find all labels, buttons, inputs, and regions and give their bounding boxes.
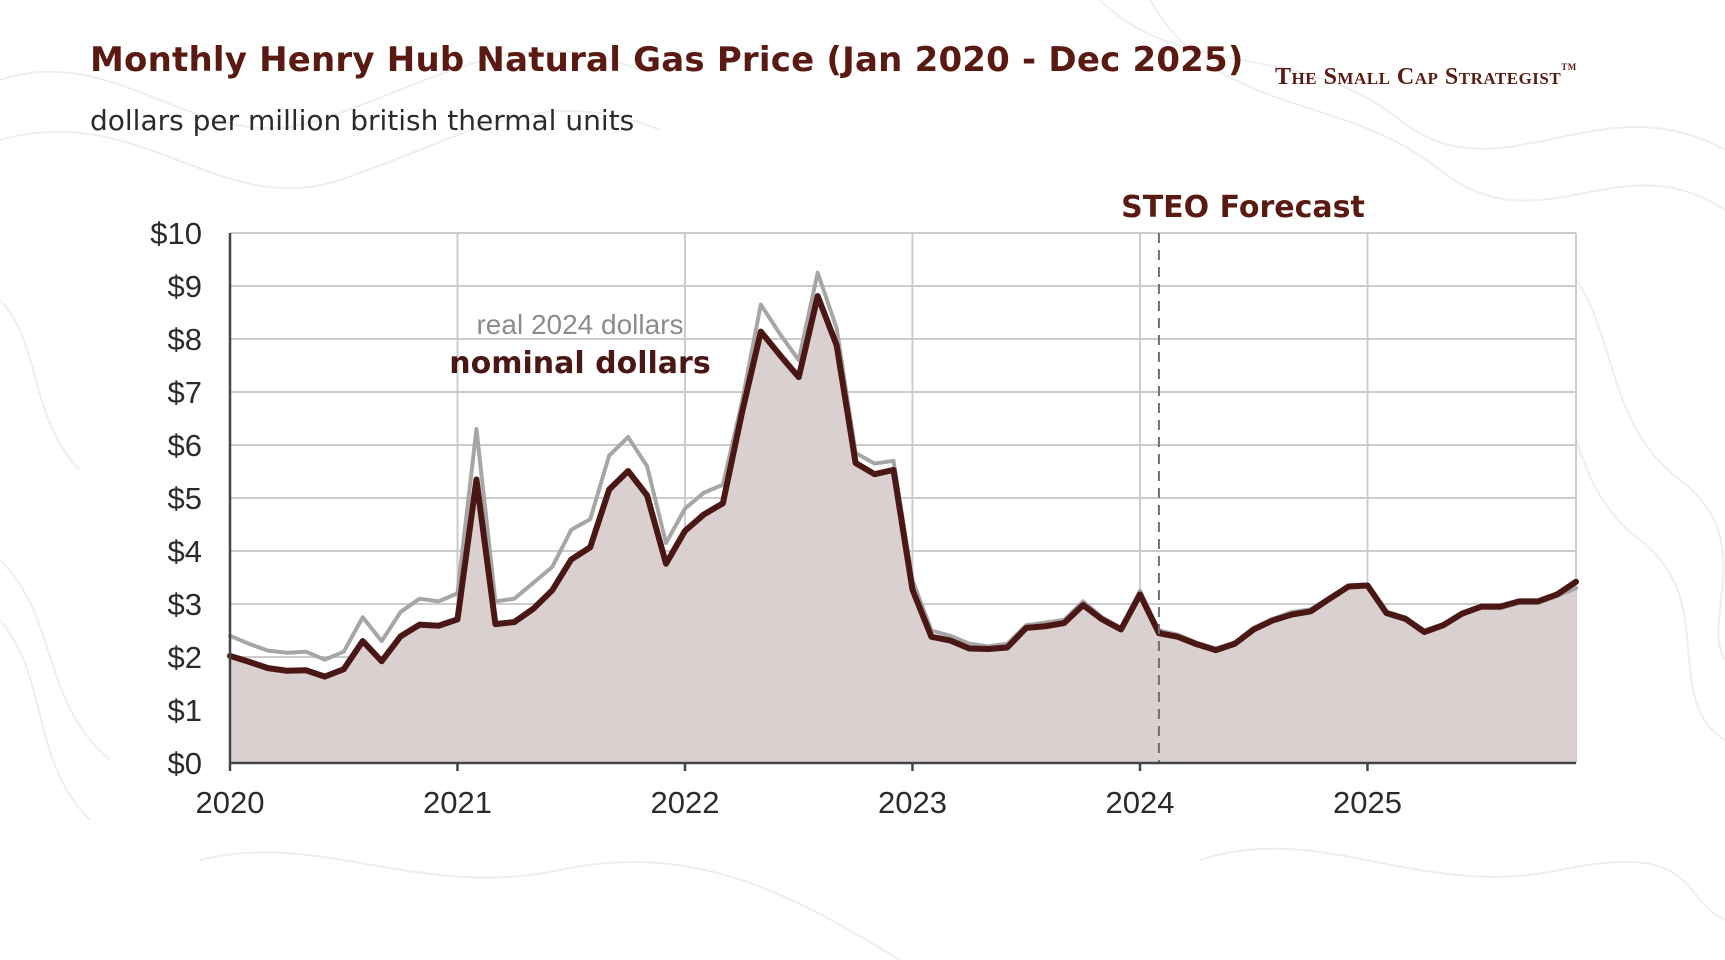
- page-title: Monthly Henry Hub Natural Gas Price (Jan…: [90, 40, 1244, 80]
- y-tick-label: $0: [168, 746, 202, 781]
- x-tick-label: 2021: [423, 785, 492, 820]
- x-tick-label: 2022: [651, 785, 720, 820]
- nominal-area: [230, 296, 1576, 763]
- y-tick-label: $6: [168, 428, 202, 463]
- annotation-nominal: nominal dollars: [449, 346, 710, 381]
- forecast-label: STEO Forecast: [1121, 190, 1365, 225]
- y-tick-label: $2: [168, 640, 202, 675]
- series-lines: [227, 270, 1579, 680]
- brand-name: The Small Cap Strategist: [1275, 64, 1562, 90]
- axes: [228, 233, 1576, 771]
- y-tick-label: $1: [168, 693, 202, 728]
- x-tick-label: 2023: [878, 785, 947, 820]
- y-tick-label: $3: [168, 587, 202, 622]
- y-tick-label: $9: [168, 269, 202, 304]
- y-tick-label: $8: [168, 322, 202, 357]
- y-tick-label: $5: [168, 481, 202, 516]
- brand-trademark: TM: [1561, 62, 1577, 72]
- brand-logo: The Small Cap StrategistTM: [1275, 62, 1577, 91]
- page-subtitle: dollars per million british thermal unit…: [90, 104, 635, 137]
- y-tick-label: $4: [168, 534, 202, 569]
- x-tick-label: 2025: [1333, 785, 1402, 820]
- annotation-real: real 2024 dollars: [476, 309, 683, 340]
- tick-labels: $0 $1 $2 $3 $4 $5 $6 $7 $8 $9 $10 2020 2021 2022 2023 2…: [150, 216, 1402, 820]
- x-tick-label: 2024: [1105, 785, 1174, 820]
- series-annotations: real 2024 dollars nominal dollars STEO F…: [449, 190, 1365, 381]
- nominal-area-fill: [230, 296, 1576, 763]
- y-tick-label: $7: [168, 375, 202, 410]
- y-tick-label: $10: [150, 216, 202, 251]
- x-tick-label: 2020: [196, 785, 265, 820]
- series-line-nominal: [227, 293, 1579, 680]
